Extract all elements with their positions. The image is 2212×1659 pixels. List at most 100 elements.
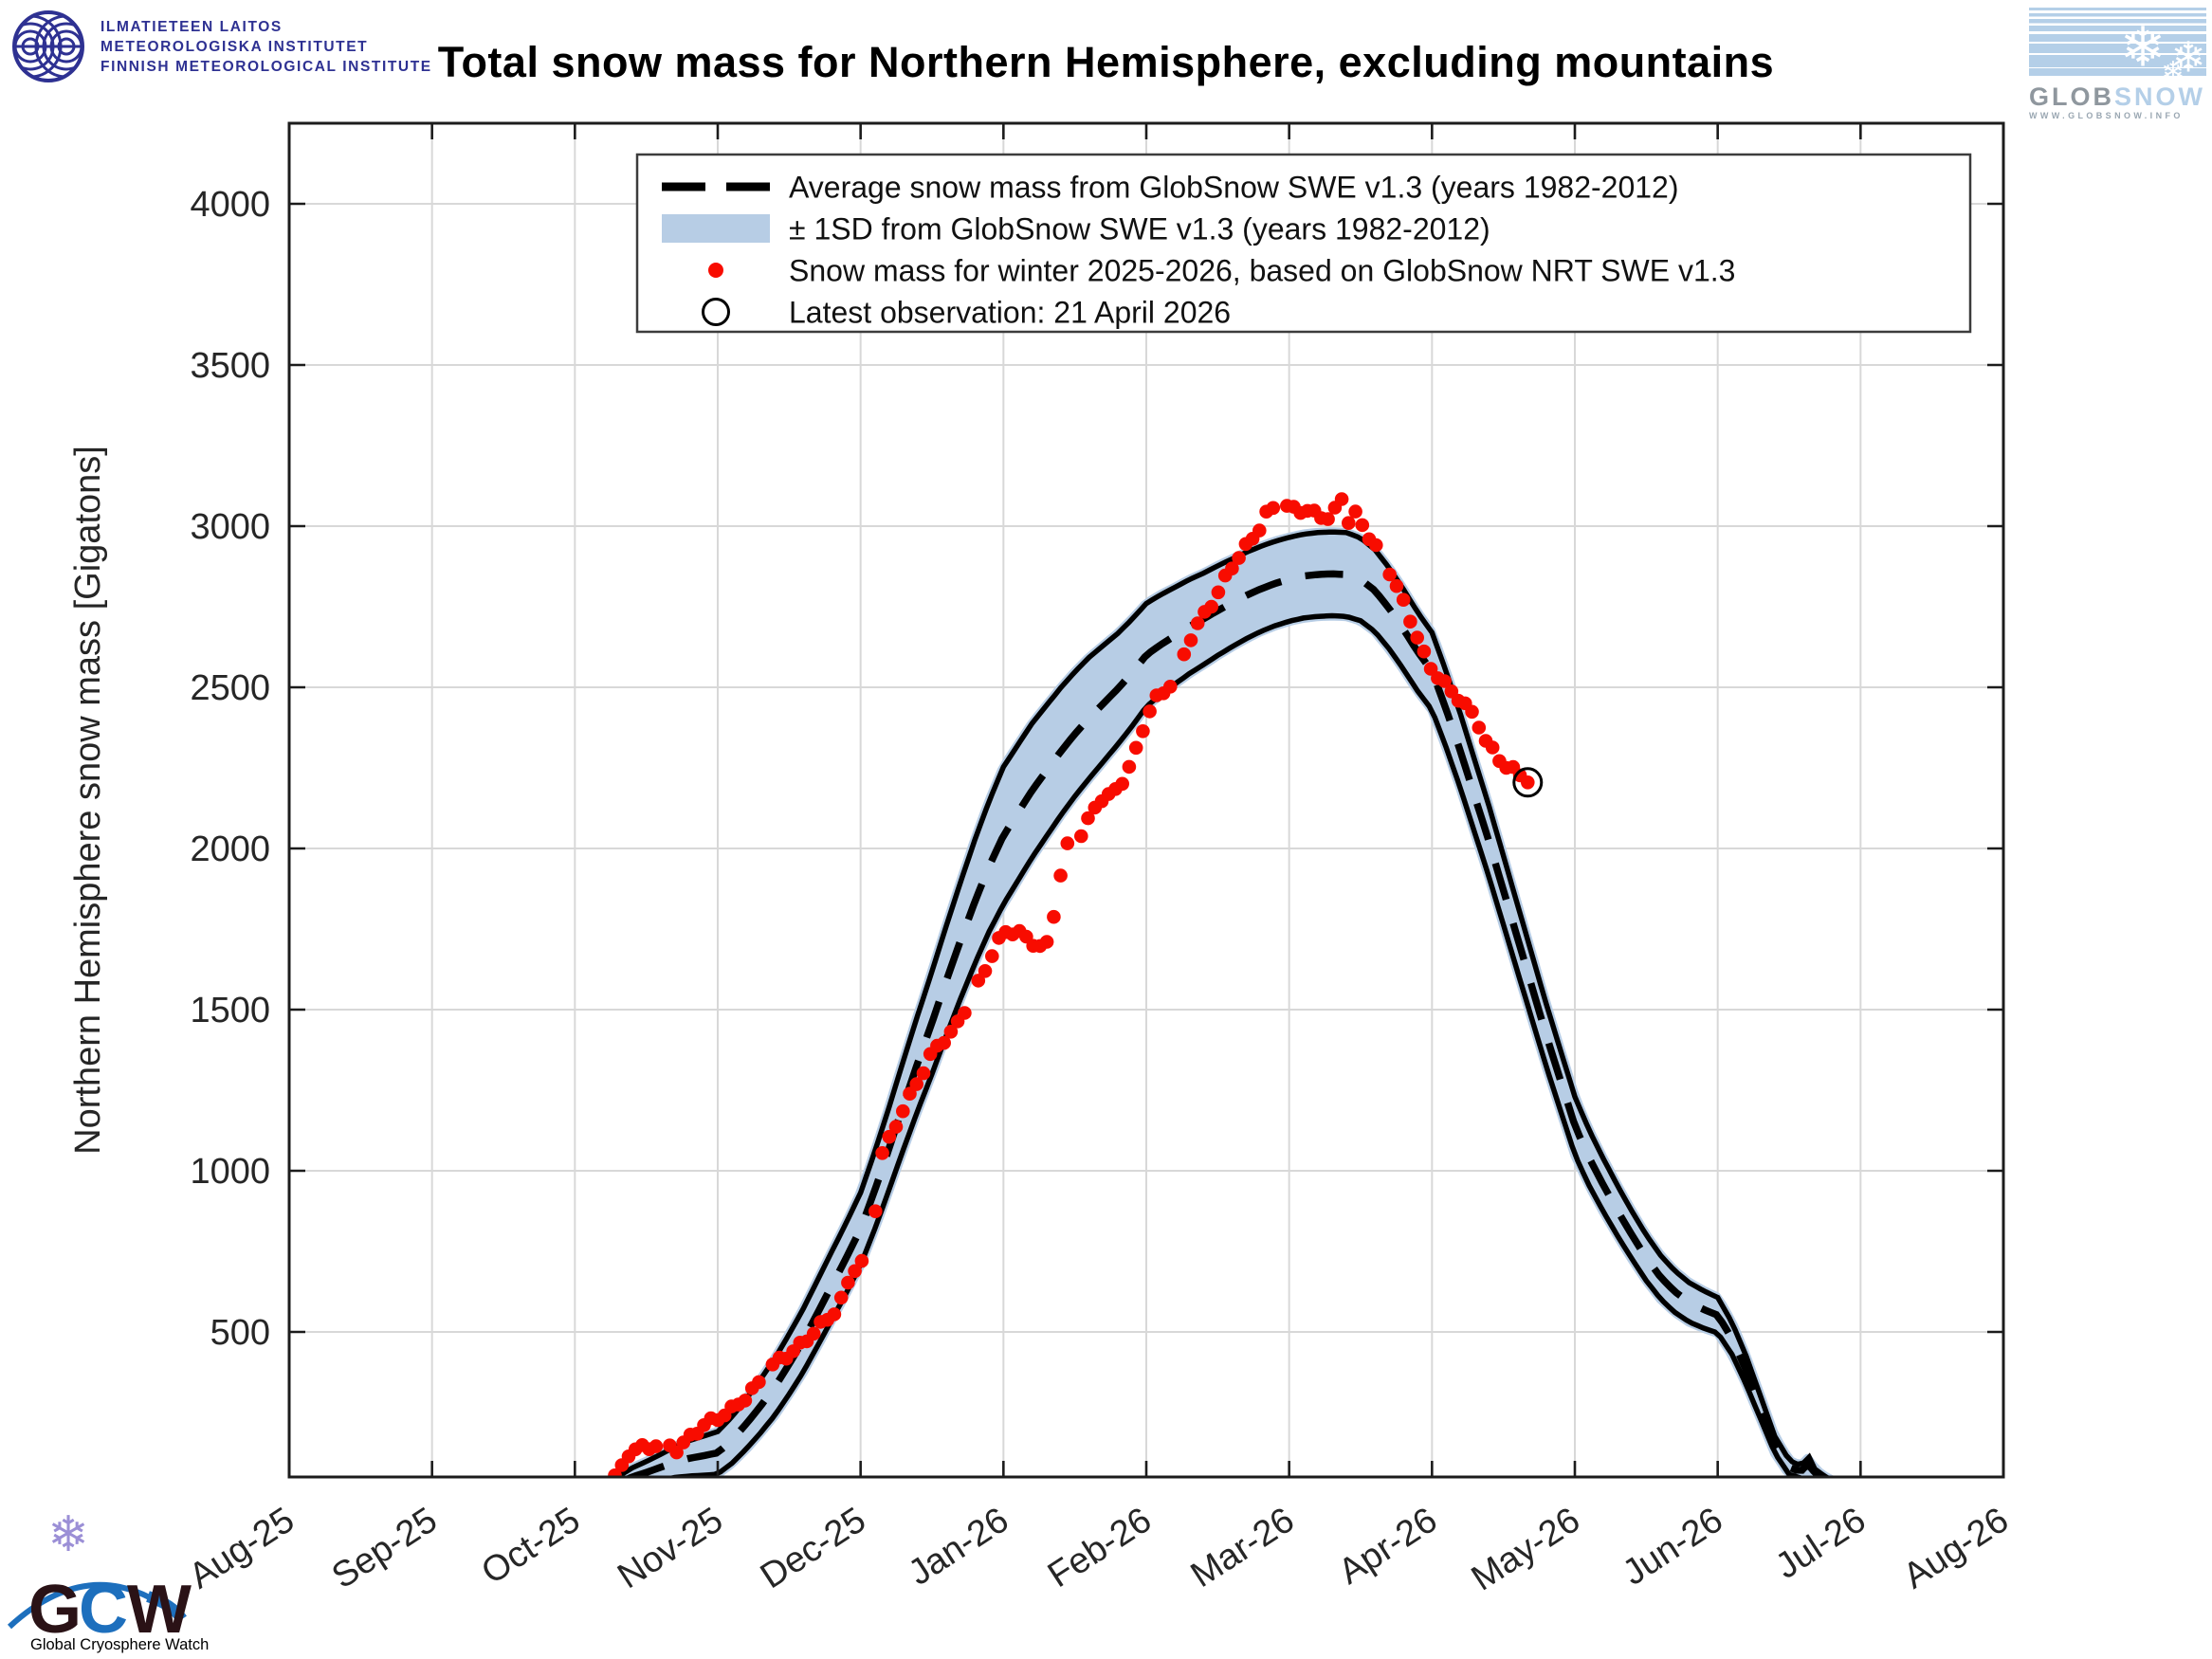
snow-mass-dot bbox=[833, 1290, 849, 1305]
snow-mass-dot bbox=[1334, 492, 1349, 506]
fmi-line2: METEOROLOGISKA INSTITUTET bbox=[101, 39, 369, 55]
legend-red-dot-icon bbox=[708, 263, 723, 278]
snow-mass-dot bbox=[848, 1264, 862, 1279]
globsnow-stripe bbox=[2029, 13, 2206, 17]
latest-observation-circle bbox=[1512, 767, 1544, 798]
snow-mass-dot bbox=[937, 1035, 951, 1050]
x-tick-label: Jul-26 bbox=[1769, 1500, 1874, 1587]
globsnow-stripe bbox=[2029, 55, 2206, 67]
september-blip-mean bbox=[486, 1483, 503, 1488]
snowflake-icon: ❄ bbox=[2171, 35, 2206, 76]
gcw-letter: C bbox=[79, 1572, 128, 1648]
snow-mass-dot bbox=[1465, 704, 1479, 720]
y-tick-label: 4000 bbox=[190, 185, 270, 225]
gcw-caption: Global Cryosphere Watch bbox=[30, 1636, 209, 1653]
globsnow-stripe bbox=[2029, 44, 2206, 53]
page-title: Total snow mass for Northern Hemisphere,… bbox=[437, 38, 1775, 86]
x-tick-label: Sep-25 bbox=[325, 1500, 445, 1596]
climatology-mean-line bbox=[623, 570, 1827, 1477]
snow-mass-dot bbox=[978, 964, 993, 978]
snow-mass-dot bbox=[1382, 567, 1397, 582]
snow-mass-dot bbox=[585, 1476, 591, 1477]
fmi-logo: ILMATIETEEN LAITOS METEOROLOGISKA INSTIT… bbox=[11, 9, 432, 83]
snow-mass-dot bbox=[649, 1439, 664, 1453]
x-tick-label: Mar-26 bbox=[1184, 1500, 1302, 1595]
snow-mass-dot bbox=[868, 1204, 883, 1218]
tick-marks bbox=[287, 123, 2005, 1477]
snow-mass-dot bbox=[1232, 551, 1246, 565]
snow-mass-dot bbox=[1128, 740, 1143, 756]
snow-mass-dot bbox=[1266, 501, 1281, 516]
gcw-letter: G bbox=[28, 1572, 82, 1648]
y-axis-label: Northern Hemisphere snow mass [Gigatons] bbox=[68, 446, 108, 1155]
snow-mass-dot bbox=[1355, 518, 1370, 533]
snow-mass-dot bbox=[738, 1394, 753, 1408]
snow-mass-dot bbox=[669, 1445, 684, 1460]
snow-mass-dot bbox=[916, 1066, 931, 1081]
snow-mass-dot bbox=[1252, 523, 1267, 538]
snow-mass-dot bbox=[896, 1103, 910, 1119]
snow-mass-dot bbox=[1115, 776, 1129, 792]
x-tick-label: Oct-25 bbox=[475, 1500, 588, 1592]
gcw-swoosh-tail bbox=[146, 1591, 187, 1623]
snow-mass-dot bbox=[1369, 538, 1383, 553]
globsnow-stripe bbox=[2029, 34, 2206, 42]
snow-mass-dot bbox=[1190, 616, 1205, 630]
snow-mass-dot bbox=[1047, 909, 1061, 924]
legend-label: ± 1SD from GlobSnow SWE v1.3 (years 1982… bbox=[789, 212, 1490, 246]
snow-mass-dot bbox=[1204, 599, 1218, 614]
x-tick-label: Feb-26 bbox=[1041, 1500, 1159, 1595]
legend-band-icon bbox=[662, 214, 770, 243]
snow-mass-dot bbox=[1321, 512, 1335, 526]
snow-mass-dot bbox=[1410, 630, 1424, 645]
gridlines bbox=[289, 123, 2003, 1477]
data-layer bbox=[480, 492, 1836, 1500]
snow-mass-dot bbox=[1342, 516, 1356, 530]
sd-band-lower-edge bbox=[663, 612, 1801, 1477]
snow-mass-dot bbox=[752, 1375, 766, 1390]
globsnow-url: WWW.GLOBSNOW.INFO bbox=[2029, 111, 2184, 120]
snow-mass-dot bbox=[1136, 724, 1150, 738]
globsnow-stripes-snowflake-icon: ❄ ❄❄ bbox=[2029, 8, 2206, 88]
snow-mass-dot bbox=[841, 1275, 855, 1290]
x-tick-label: May-26 bbox=[1465, 1500, 1587, 1598]
globsnow-stripe bbox=[2029, 68, 2206, 76]
legend-open-circle-icon bbox=[702, 298, 730, 326]
x-tick-label: Nov-25 bbox=[611, 1500, 730, 1596]
snow-mass-dot bbox=[958, 1006, 972, 1020]
snow-mass-dot bbox=[943, 1025, 959, 1039]
y-tick-label: 3000 bbox=[190, 507, 270, 547]
snow-mass-dot bbox=[1417, 644, 1432, 659]
snow-mass-dot bbox=[1485, 740, 1500, 755]
fmi-globe-icon bbox=[12, 10, 84, 82]
x-tick-label: Dec-25 bbox=[754, 1500, 873, 1596]
legend-label: Latest observation: 21 April 2026 bbox=[789, 296, 1231, 330]
legend-label: Snow mass for winter 2025-2026, based on… bbox=[789, 254, 1735, 288]
snow-mass-dot bbox=[806, 1326, 821, 1341]
snow-mass-dot bbox=[1177, 647, 1192, 662]
snow-mass-dot bbox=[1060, 836, 1075, 850]
snow-mass-dot bbox=[882, 1129, 897, 1144]
fmi-line3: FINNISH METEOROLOGICAL INSTITUTE bbox=[101, 59, 432, 75]
x-tick-label: Aug-26 bbox=[1896, 1500, 2016, 1596]
snow-mass-dot bbox=[888, 1120, 904, 1134]
y-tick-label: 1500 bbox=[190, 991, 270, 1030]
x-tick-label: Jan-26 bbox=[902, 1500, 1015, 1594]
fmi-institute-name: ILMATIETEEN LAITOS METEOROLOGISKA INSTIT… bbox=[101, 17, 432, 77]
snow-mass-dot bbox=[985, 949, 999, 963]
snow-mass-dot bbox=[1053, 868, 1068, 883]
snow-mass-dot bbox=[1074, 829, 1088, 844]
snow-mass-dot bbox=[1389, 578, 1404, 593]
y-tick-label: 3500 bbox=[190, 346, 270, 386]
x-tick-label: Jun-26 bbox=[1616, 1500, 1729, 1594]
y-tick-label: 500 bbox=[210, 1313, 270, 1353]
winter-observations bbox=[585, 492, 1527, 1477]
snow-mass-dot bbox=[903, 1086, 917, 1101]
september-blip-band bbox=[480, 1485, 510, 1500]
globsnow-stripe bbox=[2029, 19, 2206, 24]
sd-band-upper-edge bbox=[611, 529, 1832, 1477]
snow-mass-dot bbox=[1211, 585, 1226, 600]
latest-observation-dot bbox=[1520, 775, 1535, 790]
